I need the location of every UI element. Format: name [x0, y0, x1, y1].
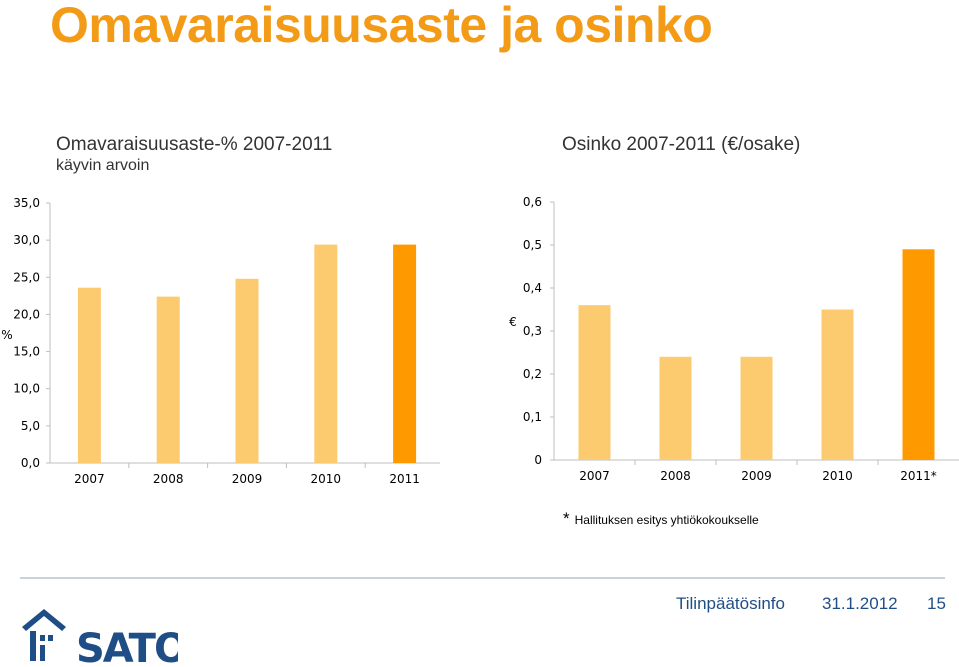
y-tick-label: 0,1: [523, 410, 542, 424]
bar-2007: [578, 305, 611, 460]
y-tick-label: 0: [534, 453, 542, 467]
footer-label: Tilinpäätösinfo: [676, 594, 785, 613]
y-tick-label: 0,0: [21, 456, 40, 470]
x-tick-label: 2011*: [900, 469, 937, 483]
footer-date: 31.1.2012: [822, 594, 898, 613]
page-number: 15: [927, 594, 946, 613]
slide-title: Omavaraisuusaste ja osinko: [50, 0, 713, 53]
bar-2010: [821, 309, 854, 460]
y-tick-label: 15,0: [13, 345, 40, 359]
x-tick-label: 2009: [741, 469, 772, 483]
y-tick-label: 0,6: [523, 195, 542, 209]
bar-2007: [77, 287, 101, 463]
dividend-chart: 0 0,1 0,2 0,3 0,4 0,5 0,6 €2007 2008 2009 2010 2011…: [509, 195, 959, 483]
equity-ratio-chart: 0,0 5,0 10,0 15,0 20,0 25,0 30,0 35,0% 2007 2008 2…: [1, 196, 440, 486]
y-axis-label: €: [509, 315, 517, 329]
chart1-title: Omavaraisuusaste-% 2007-2011: [56, 134, 333, 155]
logo-wordmark: SATO: [76, 626, 178, 663]
bar-2009: [235, 278, 259, 463]
footnote-text: Hallituksen esitys yhtiökokoukselle: [574, 513, 759, 527]
x-tick-label: 2007: [74, 472, 105, 486]
y-tick-label: 35,0: [13, 196, 40, 210]
x-tick-label: 2010: [822, 469, 853, 483]
footnote-marker: *: [563, 509, 570, 528]
y-tick-label: 25,0: [13, 270, 40, 284]
y-tick-label: 0,3: [523, 324, 542, 338]
bar-2008: [659, 356, 692, 460]
x-tick-label: 2010: [311, 472, 342, 486]
chart2-title: Osinko 2007-2011 (€/osake): [562, 134, 801, 155]
x-tick-label: 2007: [579, 469, 610, 483]
x-tick-label: 2008: [153, 472, 184, 486]
y-tick-label: 20,0: [13, 307, 40, 321]
chart1-subtitle: käyvin arvoin: [56, 157, 150, 174]
bar-2011: [393, 244, 417, 463]
sato-logo: SATO: [22, 609, 178, 663]
y-axis-label: %: [1, 328, 12, 342]
bar-2009: [740, 356, 773, 460]
y-tick-label: 0,5: [523, 238, 542, 252]
footer-divider: [20, 577, 945, 579]
house-icon: [22, 609, 66, 661]
bar-2011: [902, 249, 935, 460]
y-tick-label: 0,4: [523, 281, 542, 295]
x-tick-label: 2011: [389, 472, 420, 486]
y-tick-label: 0,2: [523, 367, 542, 381]
footnote: * Hallituksen esitys yhtiökokoukselle: [563, 509, 759, 529]
y-tick-label: 30,0: [13, 233, 40, 247]
y-tick-label: 10,0: [13, 382, 40, 396]
bar-2010: [314, 244, 338, 463]
bar-2008: [156, 296, 180, 463]
x-tick-label: 2008: [660, 469, 691, 483]
y-tick-label: 5,0: [21, 419, 40, 433]
x-tick-label: 2009: [232, 472, 263, 486]
